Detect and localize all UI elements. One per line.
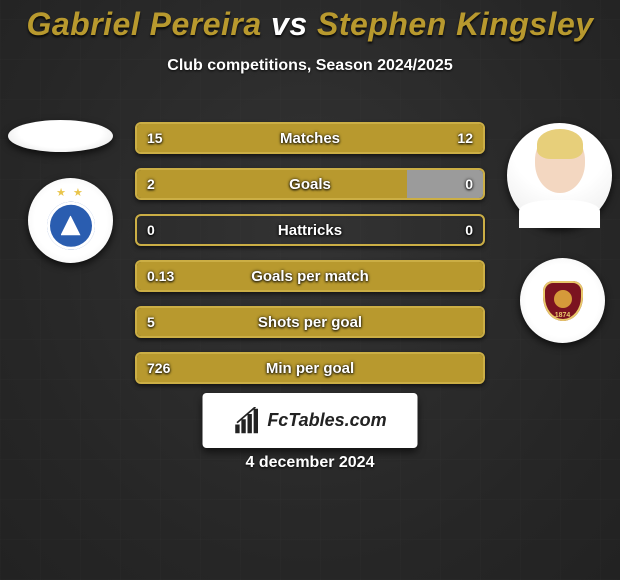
club-crest-left: ★ ★ <box>28 178 113 263</box>
stat-metric: Hattricks <box>137 216 483 244</box>
stat-row: 0.13Goals per match <box>135 260 485 292</box>
date-text: 4 december 2024 <box>0 454 620 472</box>
stat-metric: Shots per goal <box>137 308 483 336</box>
star-icon: ★ ★ <box>56 186 85 199</box>
avatar-player-left <box>8 120 113 152</box>
crest-year: 1874 <box>537 312 589 319</box>
stat-row: 5Shots per goal <box>135 306 485 338</box>
stat-row: 2Goals0 <box>135 168 485 200</box>
stat-value-right: 12 <box>457 124 473 152</box>
stat-row: 15Matches12 <box>135 122 485 154</box>
title-vs: vs <box>271 6 308 42</box>
stat-row: 0Hattricks0 <box>135 214 485 246</box>
stat-row: 726Min per goal <box>135 352 485 384</box>
brand-text: FcTables.com <box>267 410 386 431</box>
stat-value-right: 0 <box>465 170 473 198</box>
avatar-player-right <box>507 123 612 228</box>
stat-value-right: 0 <box>465 216 473 244</box>
stat-metric: Matches <box>137 124 483 152</box>
chart-icon <box>233 407 261 435</box>
stat-metric: Goals per match <box>137 262 483 290</box>
stat-metric: Goals <box>137 170 483 198</box>
page-title: Gabriel Pereira vs Stephen Kingsley <box>0 0 620 43</box>
shield-icon <box>47 201 95 249</box>
title-player-right: Stephen Kingsley <box>317 6 594 42</box>
stats-container: 15Matches122Goals00Hattricks00.13Goals p… <box>135 122 485 398</box>
title-player-left: Gabriel Pereira <box>26 6 261 42</box>
shirt-icon <box>519 200 600 228</box>
shield-icon: 1874 <box>537 275 589 327</box>
stat-metric: Min per goal <box>137 354 483 382</box>
brand-badge: FcTables.com <box>203 393 418 448</box>
subtitle: Club competitions, Season 2024/2025 <box>0 57 620 75</box>
club-crest-right: 1874 <box>520 258 605 343</box>
